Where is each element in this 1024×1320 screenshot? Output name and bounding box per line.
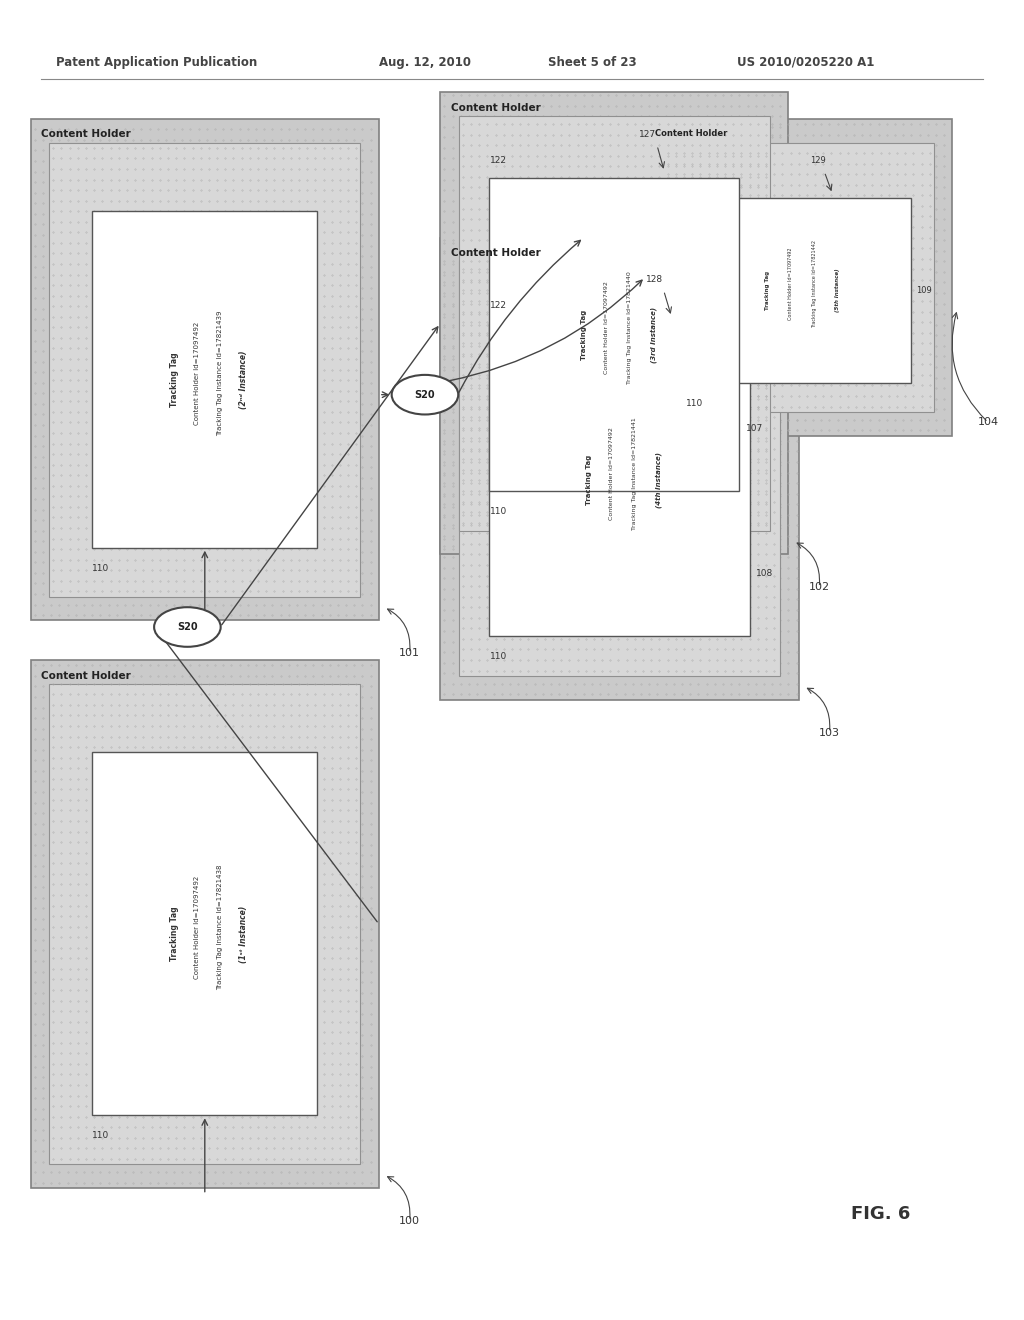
Text: 110: 110 xyxy=(489,652,507,661)
Text: Tracking Tag Instance Id=17821441: Tracking Tag Instance Id=17821441 xyxy=(633,417,637,529)
Bar xyxy=(459,261,780,676)
Text: Tracking Tag Instance Id=17821439: Tracking Tag Instance Id=17821439 xyxy=(217,310,223,436)
Bar xyxy=(92,752,317,1115)
Text: 107: 107 xyxy=(745,424,763,433)
Text: Tracking Tag Instance Id=17821438: Tracking Tag Instance Id=17821438 xyxy=(217,865,223,990)
Text: 103: 103 xyxy=(819,727,840,738)
Text: (2ⁿᵈ Instance): (2ⁿᵈ Instance) xyxy=(240,350,248,409)
Text: 104: 104 xyxy=(978,417,998,428)
Text: 102: 102 xyxy=(809,582,829,593)
Text: 127: 127 xyxy=(639,129,656,139)
Text: Content Holder Id=17097492: Content Holder Id=17097492 xyxy=(788,248,793,319)
Bar xyxy=(664,143,934,412)
Text: (3rd Instance): (3rd Instance) xyxy=(650,306,656,363)
Text: 108: 108 xyxy=(756,569,773,578)
Bar xyxy=(49,684,360,1164)
Text: Content Holder Id=17097492: Content Holder Id=17097492 xyxy=(609,426,613,520)
Text: Content Holder Id=17097492: Content Holder Id=17097492 xyxy=(194,321,200,425)
Text: (4th Instance): (4th Instance) xyxy=(655,451,662,508)
Text: Tracking Tag: Tracking Tag xyxy=(170,907,178,961)
Text: Content Holder Id=17097492: Content Holder Id=17097492 xyxy=(194,875,200,979)
Text: Content Holder: Content Holder xyxy=(41,129,131,140)
Text: FIG. 6: FIG. 6 xyxy=(851,1205,910,1224)
Text: 129: 129 xyxy=(810,156,825,165)
Text: (1ˢᵗ Instance): (1ˢᵗ Instance) xyxy=(240,906,248,962)
Text: 122: 122 xyxy=(489,301,507,310)
Text: Sheet 5 of 23: Sheet 5 of 23 xyxy=(548,55,637,69)
Text: Content Holder Id=17097492: Content Holder Id=17097492 xyxy=(604,281,608,375)
Text: Tracking Tag: Tracking Tag xyxy=(766,271,770,310)
Text: S20: S20 xyxy=(415,389,435,400)
Text: Tracking Tag: Tracking Tag xyxy=(581,309,587,360)
Bar xyxy=(489,178,739,491)
Text: (5th Instance): (5th Instance) xyxy=(836,268,840,313)
Text: Tracking Tag: Tracking Tag xyxy=(170,352,178,407)
Text: 110: 110 xyxy=(686,399,703,408)
Bar xyxy=(31,660,379,1188)
Bar xyxy=(489,323,750,636)
Text: 110: 110 xyxy=(92,564,110,573)
Text: Content Holder: Content Holder xyxy=(451,248,541,259)
Text: Tracking Tag: Tracking Tag xyxy=(586,454,592,506)
Text: Aug. 12, 2010: Aug. 12, 2010 xyxy=(379,55,471,69)
Text: 128: 128 xyxy=(645,275,663,284)
Bar xyxy=(440,238,799,700)
Text: Tracking Tag Instance Id=17821440: Tracking Tag Instance Id=17821440 xyxy=(628,272,632,384)
Bar xyxy=(686,198,911,383)
Bar xyxy=(440,92,788,554)
Bar xyxy=(459,116,770,531)
Text: 109: 109 xyxy=(916,286,932,294)
Bar xyxy=(92,211,317,548)
Text: 100: 100 xyxy=(399,1216,420,1226)
Ellipse shape xyxy=(391,375,459,414)
Text: Content Holder: Content Holder xyxy=(655,129,728,139)
Text: US 2010/0205220 A1: US 2010/0205220 A1 xyxy=(737,55,874,69)
Text: Tracking Tag Instance Id=17821442: Tracking Tag Instance Id=17821442 xyxy=(812,240,816,327)
Text: 101: 101 xyxy=(399,648,420,659)
Bar xyxy=(31,119,379,620)
Bar xyxy=(49,143,360,597)
Text: Content Holder: Content Holder xyxy=(451,103,541,114)
Text: S20: S20 xyxy=(177,622,198,632)
Bar xyxy=(645,119,952,436)
Text: 110: 110 xyxy=(489,507,507,516)
Text: Content Holder: Content Holder xyxy=(41,671,131,681)
Text: 110: 110 xyxy=(92,1131,110,1140)
Ellipse shape xyxy=(155,607,221,647)
Text: 122: 122 xyxy=(489,156,507,165)
Text: Patent Application Publication: Patent Application Publication xyxy=(56,55,258,69)
